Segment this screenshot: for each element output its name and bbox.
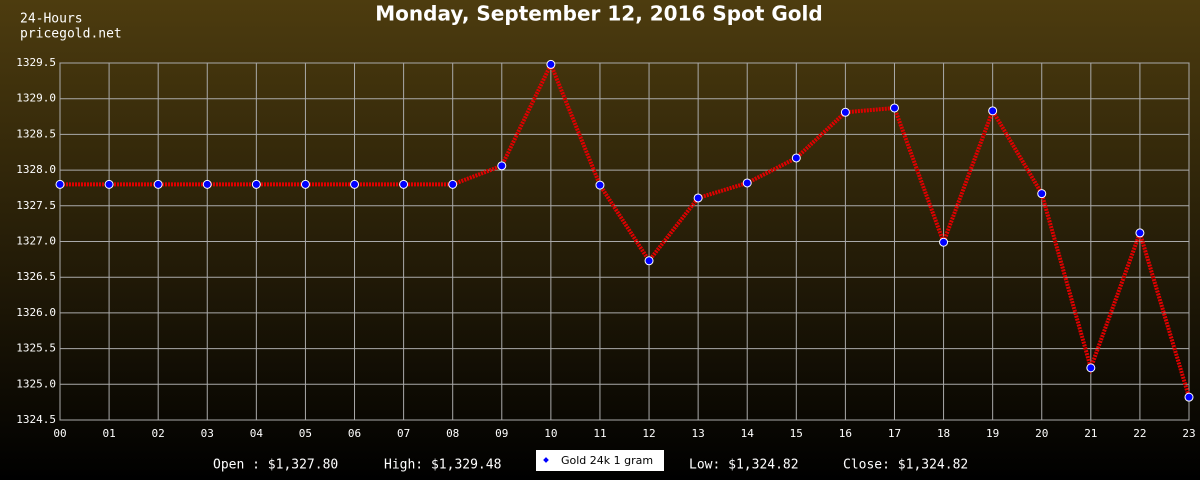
plot-area: 1324.5 1325.0 1325.5 1326.0 1326.5 1327.0 1327…	[16, 56, 1195, 440]
x-tick-label: 10	[544, 427, 557, 440]
x-tick-label: 00	[53, 427, 66, 440]
data-point	[840, 107, 850, 117]
data-point	[693, 193, 703, 203]
data-point	[497, 161, 507, 171]
data-point	[153, 179, 163, 189]
y-tick-label: 1325.5	[16, 342, 56, 355]
x-tick-label: 23	[1182, 427, 1195, 440]
data-point	[350, 179, 360, 189]
x-tick-label: 15	[790, 427, 803, 440]
y-tick-label: 1329.0	[16, 92, 56, 105]
data-point	[1135, 228, 1145, 238]
legend-marker	[543, 457, 549, 463]
y-tick-label: 1324.5	[16, 413, 56, 426]
data-point	[1086, 363, 1096, 373]
x-tick-label: 04	[250, 427, 264, 440]
x-tick-label: 03	[201, 427, 214, 440]
x-tick-label: 18	[937, 427, 950, 440]
series-line	[60, 59, 1191, 398]
x-tick-label: 19	[986, 427, 999, 440]
x-tick-label: 01	[102, 427, 115, 440]
x-tick-label: 06	[348, 427, 361, 440]
y-tick-label: 1327.0	[16, 235, 56, 248]
data-point	[448, 179, 458, 189]
y-tick-label: 1327.5	[16, 199, 56, 212]
y-tick-label: 1328.5	[16, 127, 56, 140]
y-tick-label: 1328.0	[16, 163, 56, 176]
x-tick-label: 09	[495, 427, 508, 440]
stat-text: Low: $1,324.82	[689, 458, 799, 473]
data-point	[55, 179, 65, 189]
data-point	[889, 103, 899, 113]
data-point	[104, 179, 114, 189]
x-tick-label: 07	[397, 427, 410, 440]
corner-text: pricegold.net	[20, 27, 122, 42]
x-tick-label: 13	[692, 427, 705, 440]
x-tick-label: 05	[299, 427, 312, 440]
data-point	[251, 179, 261, 189]
y-tick-label: 1326.5	[16, 270, 56, 283]
corner-text: 24-Hours	[20, 12, 83, 27]
legend-label: Gold 24k 1 gram	[561, 454, 653, 467]
x-tick-label: 22	[1133, 427, 1146, 440]
x-tick-label: 14	[741, 427, 755, 440]
data-point	[939, 237, 949, 247]
data-point	[791, 153, 801, 163]
data-point	[742, 178, 752, 188]
x-tick-label: 02	[152, 427, 165, 440]
x-tick-label: 21	[1084, 427, 1097, 440]
data-point	[595, 180, 605, 190]
x-tick-label: 16	[839, 427, 852, 440]
data-point	[1184, 392, 1194, 402]
data-point	[399, 179, 409, 189]
stat-text: Open : $1,327.80	[213, 458, 338, 473]
y-tick-label: 1325.0	[16, 377, 56, 390]
x-tick-label: 20	[1035, 427, 1048, 440]
stat-text: Close: $1,324.82	[843, 458, 968, 473]
stat-text: High: $1,329.48	[384, 458, 501, 473]
chart-title: Monday, September 12, 2016 Spot Gold	[375, 2, 822, 26]
data-point	[300, 179, 310, 189]
x-tick-label: 08	[446, 427, 459, 440]
x-tick-label: 11	[593, 427, 606, 440]
x-tick-label: 12	[642, 427, 655, 440]
y-tick-label: 1329.5	[16, 56, 56, 69]
data-point	[644, 256, 654, 266]
data-point	[202, 179, 212, 189]
y-tick-label: 1326.0	[16, 306, 56, 319]
legend-box	[536, 450, 664, 471]
x-tick-label: 17	[888, 427, 901, 440]
data-point	[988, 106, 998, 116]
data-point	[1037, 189, 1047, 199]
data-point	[546, 59, 556, 69]
